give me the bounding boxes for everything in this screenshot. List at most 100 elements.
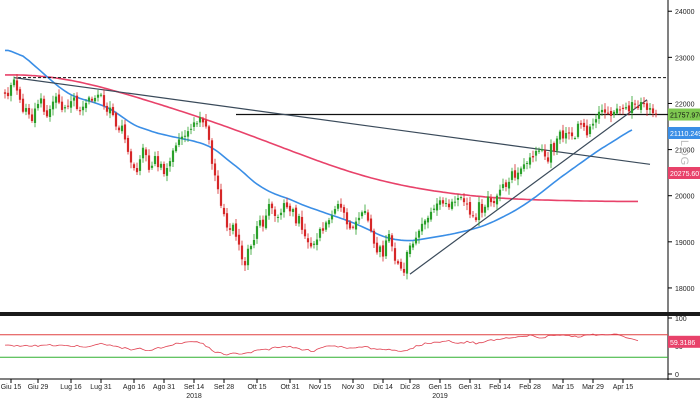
candle-body: [609, 110, 613, 116]
candle-body: [225, 213, 229, 228]
candle-body: [138, 159, 142, 171]
x-tick-label: Feb 14: [489, 384, 511, 391]
candle-body: [348, 222, 352, 229]
rsi-y-tick-label: 0: [675, 372, 679, 379]
candle-body: [606, 112, 610, 114]
candle-body: [345, 212, 349, 225]
candle-body: [480, 203, 484, 213]
candle-body: [294, 207, 298, 224]
x-tick-label: Giu 15: [1, 384, 22, 391]
candle-body: [36, 103, 40, 109]
candle-body: [582, 122, 586, 127]
candle-body: [447, 203, 451, 208]
candle-body: [519, 168, 523, 174]
candle-body: [438, 200, 442, 205]
candle-body: [453, 201, 457, 203]
y-tick-label: 19000: [675, 240, 695, 247]
candle-body: [636, 106, 640, 109]
candle-body: [231, 224, 235, 231]
candle-body: [573, 138, 577, 140]
candle-body: [510, 171, 514, 180]
candle-body: [537, 150, 541, 152]
candle-body: [126, 137, 130, 152]
candle-body: [552, 143, 556, 152]
candle-body: [165, 168, 169, 176]
candle-body: [558, 131, 562, 140]
candle-body: [177, 139, 181, 145]
candle-body: [411, 243, 415, 248]
candle-body: [264, 215, 268, 229]
candle-body: [69, 101, 73, 108]
candle-body: [483, 206, 487, 213]
rsi-y-tick-label: 100: [675, 316, 687, 323]
candle-body: [132, 164, 136, 169]
x-tick-label: Feb 28: [519, 384, 541, 391]
candle-body: [162, 163, 166, 175]
candle-body: [330, 215, 334, 220]
candle-body: [249, 245, 253, 250]
candle-body: [6, 92, 10, 97]
ma-blue-label: 21110.2496: [670, 131, 700, 138]
candle-body: [39, 98, 43, 104]
candle-body: [216, 175, 220, 190]
candle-body: [219, 189, 223, 206]
candle-body: [381, 245, 385, 257]
x-tick-label: Gen 31: [459, 384, 482, 391]
candle-body: [261, 219, 265, 227]
x-tick-label: Lug 31: [90, 384, 112, 391]
x-tick-label: Mar 15: [552, 384, 574, 391]
candle-body: [246, 248, 250, 266]
year-label: 2019: [432, 393, 448, 400]
candle-body: [600, 109, 604, 113]
candle-body: [57, 94, 61, 103]
last-price-label-bg: [668, 108, 700, 121]
candle-body: [273, 209, 277, 216]
candle-body: [75, 95, 79, 109]
x-tick-label: Nov 15: [309, 384, 331, 391]
candle-body: [471, 215, 475, 217]
candle-body: [96, 94, 100, 98]
x-tick-label: Gen 15: [429, 384, 452, 391]
candle-body: [27, 107, 31, 115]
candle-body: [648, 108, 652, 110]
candle-body: [252, 239, 256, 246]
x-tick-label: Ott 15: [247, 384, 266, 391]
candle-body: [114, 113, 118, 127]
candle-body: [66, 105, 70, 107]
candle-body: [351, 226, 355, 228]
year-label: 2018: [186, 393, 202, 400]
candle-body: [228, 228, 232, 230]
candle-body: [339, 203, 343, 208]
x-tick-label: Lug 16: [60, 384, 82, 391]
candle-body: [24, 108, 28, 112]
y-tick-label: 22000: [675, 101, 695, 108]
candle-body: [576, 123, 580, 137]
candle-body: [507, 181, 511, 189]
candle-body: [276, 216, 280, 218]
candle-body: [399, 261, 403, 269]
candle-body: [42, 98, 46, 112]
candle-body: [654, 113, 658, 115]
last-price-label: 21757.9707: [670, 113, 700, 120]
candle-body: [234, 223, 238, 237]
candle-body: [309, 242, 313, 247]
candle-body: [591, 123, 595, 126]
ma-red-label: 20275.6074: [670, 171, 700, 178]
candle-body: [357, 217, 361, 221]
candle-body: [396, 261, 400, 264]
y-tick-label: 18000: [675, 286, 695, 293]
y-tick-label: 20000: [675, 194, 695, 201]
x-tick-label: Giu 29: [28, 384, 49, 391]
candle-body: [441, 200, 445, 204]
candle-body: [93, 97, 97, 102]
candle-body: [564, 132, 568, 139]
candle-body: [501, 184, 505, 189]
candle-body: [372, 230, 376, 244]
candle-body: [618, 109, 622, 111]
candle-body: [48, 108, 52, 118]
candle-body: [468, 202, 472, 215]
y-tick-label: 24000: [675, 9, 695, 16]
candle-body: [528, 157, 532, 165]
